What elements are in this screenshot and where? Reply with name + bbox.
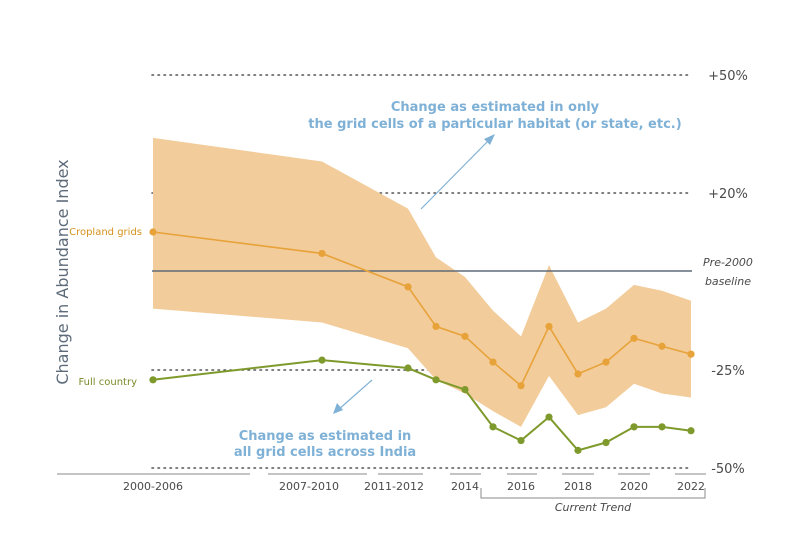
x-tick-label: 2011-2012 [364,480,424,493]
annotation-india-line2: all grid cells across India [234,445,416,460]
data-point-cropland [574,370,582,378]
x-tick-label: 2007-2010 [279,480,339,493]
y-tick-label: +50% [708,69,748,84]
data-point-full-country [602,438,610,447]
data-point-cropland [630,334,638,342]
baseline-label-line1: Pre-2000 [703,256,753,269]
data-point-full-country [404,364,412,372]
data-point-full-country [630,423,638,431]
habitat-estimate-band [153,137,691,427]
annotation-habitat-line1: Change as estimated in only [391,100,600,115]
data-point-full-country [517,436,525,445]
current-trend-label: Current Trend [555,501,632,514]
data-point-cropland [489,358,497,366]
data-point-cropland [318,249,326,258]
x-tick-labels: 2000-2006 2007-2010 2011-2012 2014 2016 2018 2… [123,472,705,493]
data-point-cropland [602,358,610,366]
current-trend-bracket [480,488,706,499]
data-point-cropland [658,342,666,350]
annotation-india-arrow [337,379,373,411]
x-tick-label: 2020 [620,480,648,493]
data-point-full-country [489,423,497,431]
y-tick-label: -50% [711,462,745,477]
data-point-cropland [404,283,412,291]
data-point-full-country [318,356,326,364]
data-point-cropland [545,322,553,331]
data-point-cropland [432,322,440,331]
y-tick-labels: +50% +20% -25% -50% [708,69,748,477]
x-tick-label: 2014 [451,480,479,493]
annotation-habitat-line2: the grid cells of a particular habitat (… [308,117,681,132]
annotation-habitat-arrow [420,137,492,210]
data-point-cropland [517,382,525,390]
y-axis-label: Change in Abundance Index [53,159,72,384]
data-point-full-country [461,386,469,394]
series-label-full-country: Full country [78,377,137,388]
annotation-habitat-arrowhead [484,134,495,145]
data-point-full-country [658,423,666,431]
data-point-full-country [687,427,695,435]
data-point-full-country [545,413,553,421]
baseline-label-line2: baseline [705,275,751,288]
data-point-cropland [149,228,157,236]
x-tick-label: 2000-2006 [123,480,183,493]
data-point-cropland [687,350,695,358]
x-tick-label: 2018 [564,480,592,493]
data-point-full-country [149,376,157,384]
annotation-india-arrowhead [333,403,343,414]
series-label-cropland: Cropland grids [69,227,142,238]
data-point-cropland [461,332,469,340]
y-tick-label: -25% [711,364,745,379]
data-point-full-country [574,446,582,454]
x-tick-label: 2016 [507,480,535,493]
data-point-full-country [432,376,440,384]
annotation-india-line1: Change as estimated in [239,429,412,444]
series-group [149,228,695,454]
y-tick-label: +20% [708,187,748,202]
x-tick-label: 2022 [677,480,705,493]
